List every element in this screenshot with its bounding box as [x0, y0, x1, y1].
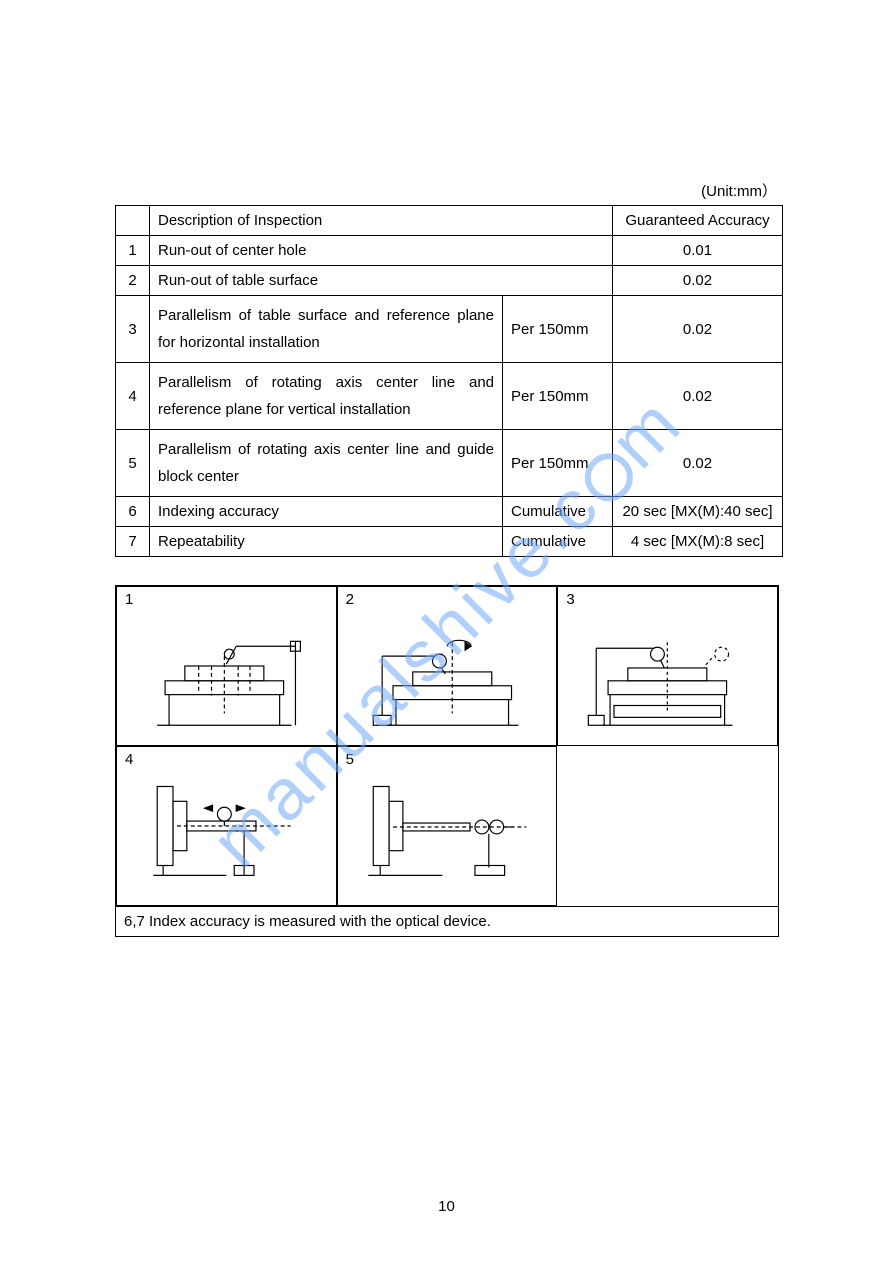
row-cond: Per 150mm — [503, 296, 613, 363]
row-desc: Parallelism of rotating axis center line… — [150, 363, 503, 430]
row-acc: 0.02 — [613, 266, 783, 296]
row-desc: Run-out of table surface — [150, 266, 613, 296]
row-acc: 0.01 — [613, 236, 783, 266]
row-num: 2 — [116, 266, 150, 296]
row-num: 4 — [116, 363, 150, 430]
row-num: 5 — [116, 430, 150, 497]
row-num: 6 — [116, 497, 150, 527]
diagram-5: 5 — [337, 746, 558, 906]
row-desc: Run-out of center hole — [150, 236, 613, 266]
row-desc: Repeatability — [150, 527, 503, 557]
col-num — [116, 206, 150, 236]
row-cond: Per 150mm — [503, 363, 613, 430]
row-cond: Per 150mm — [503, 430, 613, 497]
diagram-grid: 1 — [115, 585, 779, 937]
col-acc: Guaranteed Accuracy — [613, 206, 783, 236]
row-desc: Parallelism of table surface and referen… — [150, 296, 503, 363]
diagram-empty — [557, 746, 778, 906]
row-num: 1 — [116, 236, 150, 266]
row-acc: 20 sec [MX(M):40 sec] — [613, 497, 783, 527]
diagram-footnote: 6,7 Index accuracy is measured with the … — [116, 906, 778, 936]
diagram-4: 4 — [116, 746, 337, 906]
diagram-3: 3 — [557, 586, 778, 746]
row-acc: 0.02 — [613, 296, 783, 363]
row-desc: Parallelism of rotating axis center line… — [150, 430, 503, 497]
page-number: 10 — [0, 1198, 893, 1215]
row-cond: Cumulative — [503, 527, 613, 557]
row-num: 7 — [116, 527, 150, 557]
unit-label: (Unit:mm） — [115, 180, 783, 201]
spec-table: Description of Inspection Guaranteed Acc… — [115, 205, 783, 557]
row-acc: 4 sec [MX(M):8 sec] — [613, 527, 783, 557]
row-desc: Indexing accuracy — [150, 497, 503, 527]
col-desc: Description of Inspection — [150, 206, 613, 236]
row-cond: Cumulative — [503, 497, 613, 527]
diagram-2: 2 — [337, 586, 558, 746]
row-acc: 0.02 — [613, 363, 783, 430]
row-num: 3 — [116, 296, 150, 363]
diagram-1: 1 — [116, 586, 337, 746]
row-acc: 0.02 — [613, 430, 783, 497]
